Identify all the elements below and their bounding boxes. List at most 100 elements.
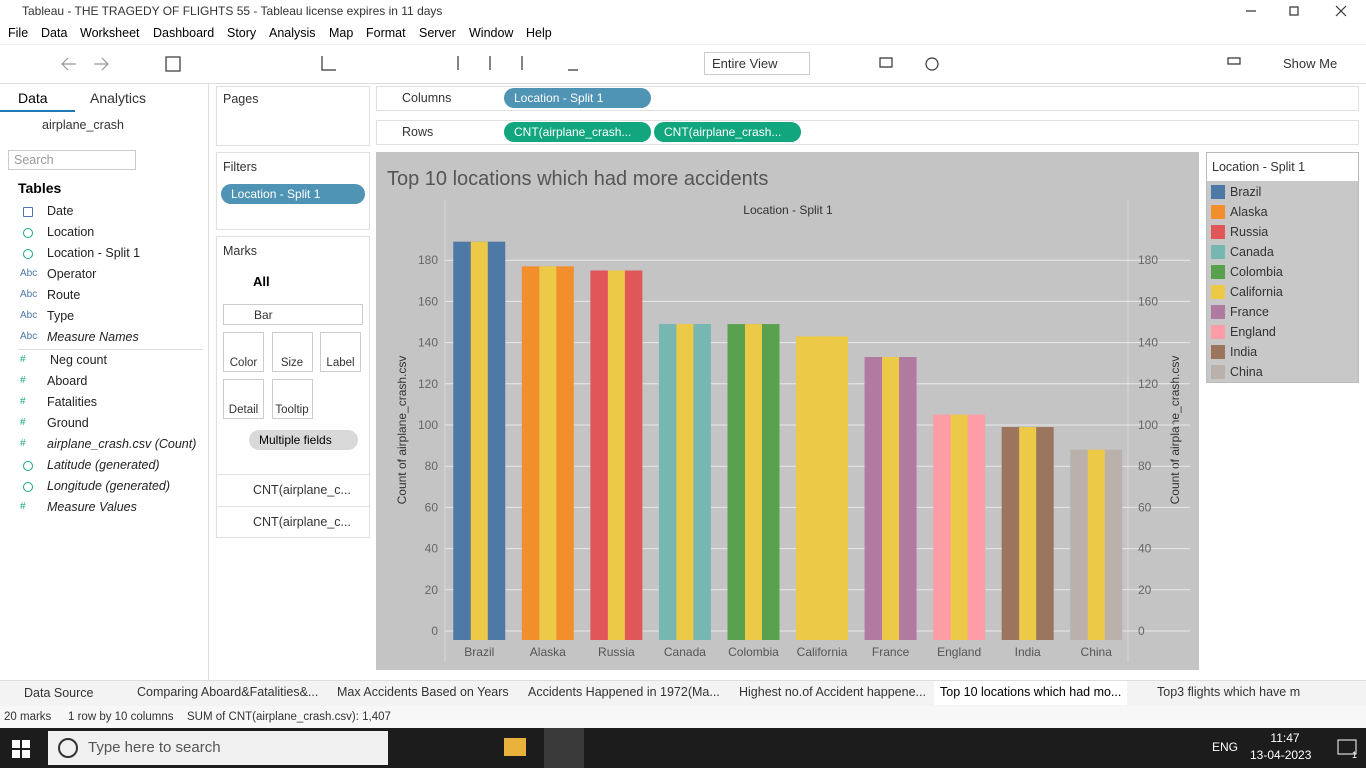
y2-tick-label: 120 [1138,377,1158,391]
legend-swatch [1211,345,1225,359]
field[interactable]: Fatalities [47,395,98,409]
x-axis-title: Location - Split 1 [743,203,833,217]
taskbar-search-text[interactable]: Type here to search [88,739,221,756]
legend-item[interactable]: Russia [1230,225,1269,239]
menu-item[interactable]: Story [227,26,257,40]
tables-heading: Tables [18,180,62,196]
menu-item[interactable]: Window [469,26,514,40]
data-source-tab[interactable]: Data Source [24,686,94,700]
show-me[interactable]: Show Me [1283,56,1338,71]
legend-item[interactable]: India [1230,345,1258,359]
data-source: airplane_crash [42,118,124,132]
mark-type-label[interactable]: Bar [254,308,273,322]
field[interactable]: Route [47,288,81,302]
columns-pill[interactable]: Location - Split 1 [504,88,651,108]
y2-tick-label: 80 [1138,459,1152,473]
separator [18,349,203,350]
menu-item[interactable]: Worksheet [80,26,140,40]
sheet-tab[interactable]: Comparing Aboard&Fatalities&... [137,685,319,699]
fit-label[interactable]: Entire View [712,56,778,71]
menu-item[interactable]: Help [526,26,552,40]
mark-measure[interactable]: CNT(airplane_c... [253,515,351,529]
legend-item[interactable]: California [1230,285,1283,299]
sheet-tab[interactable]: Max Accidents Based on Years [337,685,509,699]
status-text: SUM of CNT(airplane_crash.csv): 1,407 [187,711,391,723]
field[interactable]: Longitude (generated) [47,479,171,493]
x-tick-label: Colombia [728,645,779,659]
menu-item[interactable]: Dashboard [153,26,215,40]
legend-item[interactable]: Brazil [1230,185,1262,199]
mark-button-label[interactable]: Detail [228,404,259,416]
field[interactable]: Aboard [47,374,88,388]
chart: Top 10 locations which had more accident… [376,152,1199,670]
sheet-tab[interactable]: Accidents Happened in 1972(Ma... [528,685,720,699]
x-tick-label: China [1081,645,1113,659]
y2-tick-label: 20 [1138,583,1152,597]
field-icon [23,207,33,217]
sheet-tab-bar [0,680,1366,706]
mark-button-label[interactable]: Color [229,357,258,369]
field[interactable]: Latitude (generated) [47,458,160,472]
field[interactable]: Measure Values [47,500,137,514]
menu-item[interactable]: Analysis [269,26,316,40]
field-icon: # [20,417,26,428]
plot-area [382,198,1193,664]
rows-label: Rows [402,125,434,139]
legend-swatch [1211,185,1225,199]
field[interactable]: Location - Split 1 [47,246,141,260]
rows-pill[interactable]: CNT(airplane_crash... [654,122,801,142]
sheet-tab[interactable]: Top 10 locations which had mo... [934,681,1128,705]
mark-button [223,379,264,419]
tab-underline [0,110,75,112]
legend-item[interactable]: France [1230,305,1269,319]
field-icon: # [20,354,26,365]
field[interactable]: Measure Names [47,330,139,344]
menu-item[interactable]: Format [366,26,406,40]
field-icon: Abc [20,331,38,342]
menu-item[interactable]: Map [329,26,354,40]
menu-item[interactable]: File [8,26,29,40]
field[interactable]: Operator [47,267,97,281]
legend-item[interactable]: England [1230,325,1276,339]
y-tick-label: 0 [431,624,438,638]
data-tab[interactable]: Data [18,90,48,106]
field[interactable]: Ground [47,416,89,430]
sheet-tab[interactable]: Top3 flights which have m [1157,685,1301,699]
field[interactable]: airplane_crash.csv (Count) [47,437,197,451]
y2-tick-label: 0 [1138,624,1145,638]
menu-item[interactable]: Data [41,26,68,40]
field-icon: Abc [20,268,38,279]
analytics-tab[interactable]: Analytics [90,90,147,106]
field[interactable]: Neg count [50,353,107,367]
x-tick-label: England [937,645,981,659]
menu-item[interactable]: Server [419,26,456,40]
y2-tick-label: 180 [1138,253,1158,267]
status-text: 20 marks [4,711,52,723]
filter-pill[interactable]: Location - Split 1 [221,184,365,204]
sheet-tab[interactable]: Highest no.of Accident happene... [739,685,926,699]
legend-item[interactable]: Alaska [1230,205,1268,219]
mark-measure[interactable]: CNT(airplane_c... [253,483,351,497]
y-tick-label: 80 [425,459,439,473]
color-pill[interactable]: Multiple fields [249,430,358,450]
search-placeholder[interactable]: Search [14,153,54,167]
field[interactable]: Date [47,204,74,218]
y-tick-label: 120 [418,377,438,391]
legend-item[interactable]: Colombia [1230,265,1283,279]
bar [676,324,694,640]
taskbar-search[interactable] [48,731,388,765]
field-icon: Abc [20,310,38,321]
rows-pill[interactable]: CNT(airplane_crash... [504,122,651,142]
mark-button-label[interactable]: Label [326,357,355,369]
legend-swatch [1211,245,1225,259]
legend-item[interactable]: Canada [1230,245,1274,259]
mark-button-label[interactable]: Tooltip [275,404,309,416]
mark-button-label[interactable]: Size [280,357,304,369]
field[interactable]: Location [47,225,95,239]
y2-tick-label: 100 [1138,418,1158,432]
legend-item[interactable]: China [1230,365,1263,379]
mark-button [271,332,313,372]
bar [539,266,557,640]
field[interactable]: Type [47,309,75,323]
